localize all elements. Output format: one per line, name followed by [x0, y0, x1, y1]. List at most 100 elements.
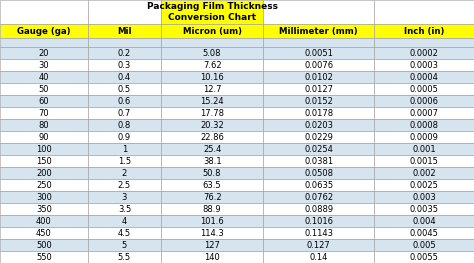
Bar	[88, 47, 161, 59]
Bar	[374, 227, 474, 239]
Text: 1.5: 1.5	[118, 156, 131, 165]
Text: 0.0009: 0.0009	[410, 133, 438, 141]
Text: 0.3: 0.3	[118, 60, 131, 70]
Bar	[0, 227, 88, 239]
Bar	[263, 191, 374, 203]
Text: 300: 300	[36, 193, 52, 201]
Text: 450: 450	[36, 229, 52, 237]
Text: 0.0178: 0.0178	[304, 109, 333, 118]
Text: 0.0254: 0.0254	[304, 145, 333, 154]
Text: 127: 127	[204, 240, 220, 250]
Text: 0.0635: 0.0635	[304, 180, 333, 190]
Text: 101.6: 101.6	[200, 216, 224, 225]
Text: 3: 3	[122, 193, 127, 201]
Text: 0.0762: 0.0762	[304, 193, 333, 201]
Text: 88.9: 88.9	[203, 205, 221, 214]
Bar	[263, 24, 374, 38]
Bar	[0, 83, 88, 95]
Text: 0.2: 0.2	[118, 49, 131, 58]
Text: 0.0003: 0.0003	[410, 60, 439, 70]
Bar	[161, 47, 263, 59]
Text: 5.08: 5.08	[203, 49, 221, 58]
Text: 0.0025: 0.0025	[410, 180, 438, 190]
Bar	[263, 47, 374, 59]
Bar	[88, 155, 161, 167]
Text: 20.32: 20.32	[200, 120, 224, 130]
Bar	[263, 83, 374, 95]
Bar	[0, 167, 88, 179]
Text: 4.5: 4.5	[118, 229, 131, 237]
Text: 0.0508: 0.0508	[304, 169, 333, 178]
Bar	[161, 167, 263, 179]
Bar	[161, 191, 263, 203]
Text: 0.1016: 0.1016	[304, 216, 333, 225]
Bar	[374, 203, 474, 215]
Bar	[161, 83, 263, 95]
Bar	[263, 167, 374, 179]
Text: 0.0076: 0.0076	[304, 60, 333, 70]
Text: 0.003: 0.003	[412, 193, 436, 201]
Text: 4: 4	[122, 216, 127, 225]
Bar	[374, 215, 474, 227]
Text: 100: 100	[36, 145, 52, 154]
Bar	[161, 179, 263, 191]
Bar	[374, 47, 474, 59]
Bar	[374, 95, 474, 107]
Bar	[88, 143, 161, 155]
Text: 25.4: 25.4	[203, 145, 221, 154]
Text: 0.0127: 0.0127	[304, 85, 333, 94]
Bar	[0, 24, 88, 38]
Text: 200: 200	[36, 169, 52, 178]
Bar	[374, 71, 474, 83]
Bar	[88, 215, 161, 227]
Bar	[374, 191, 474, 203]
Bar	[161, 203, 263, 215]
Text: 0.0004: 0.0004	[410, 73, 438, 82]
Text: 0.0008: 0.0008	[410, 120, 439, 130]
Text: 0.0035: 0.0035	[410, 205, 439, 214]
Bar	[0, 95, 88, 107]
Text: Inch (in): Inch (in)	[404, 27, 445, 36]
Bar	[161, 59, 263, 71]
Bar	[263, 95, 374, 107]
Text: 150: 150	[36, 156, 52, 165]
Bar	[88, 191, 161, 203]
Text: 3.5: 3.5	[118, 205, 131, 214]
Bar	[374, 167, 474, 179]
Text: 400: 400	[36, 216, 52, 225]
Bar	[0, 0, 88, 24]
Bar	[263, 143, 374, 155]
Bar	[88, 167, 161, 179]
Text: 90: 90	[38, 133, 49, 141]
Text: 0.0002: 0.0002	[410, 49, 438, 58]
Text: 0.5: 0.5	[118, 85, 131, 94]
Text: 0.0007: 0.0007	[410, 109, 439, 118]
Text: 60: 60	[38, 97, 49, 105]
Bar	[0, 179, 88, 191]
Text: 0.0045: 0.0045	[410, 229, 438, 237]
Bar	[0, 107, 88, 119]
Bar	[0, 38, 88, 47]
Text: Mil: Mil	[117, 27, 132, 36]
Text: 40: 40	[38, 73, 49, 82]
Text: 0.1143: 0.1143	[304, 229, 333, 237]
Bar	[263, 251, 374, 263]
Bar	[88, 251, 161, 263]
Text: 0.004: 0.004	[412, 216, 436, 225]
Bar	[263, 59, 374, 71]
Text: 0.0005: 0.0005	[410, 85, 438, 94]
Bar	[161, 239, 263, 251]
Text: Gauge (ga): Gauge (ga)	[17, 27, 71, 36]
Bar	[374, 131, 474, 143]
Bar	[88, 119, 161, 131]
Bar	[374, 107, 474, 119]
Text: 2.5: 2.5	[118, 180, 131, 190]
Bar	[88, 38, 161, 47]
Bar	[263, 107, 374, 119]
Bar	[88, 227, 161, 239]
Text: 500: 500	[36, 240, 52, 250]
Bar	[374, 179, 474, 191]
Text: 0.002: 0.002	[412, 169, 436, 178]
Bar	[161, 107, 263, 119]
Bar	[374, 119, 474, 131]
